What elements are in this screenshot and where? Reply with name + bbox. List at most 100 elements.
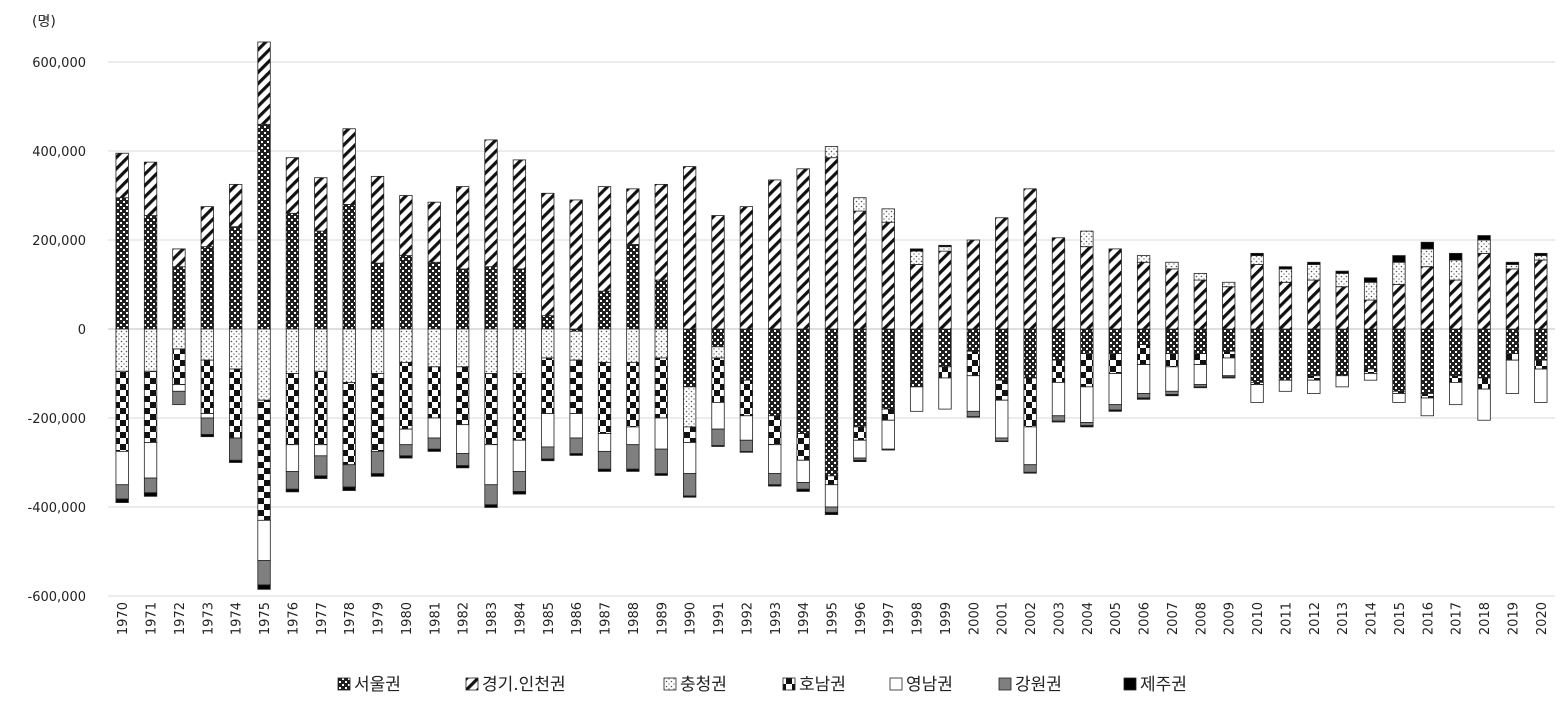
- bar-제주권-1985: [541, 458, 555, 462]
- x-tick-label-1983: 1983: [485, 602, 500, 635]
- bar-group-2019: [1505, 261, 1520, 394]
- bar-강원권-1992: [739, 439, 754, 452]
- legend-label-경기-인천권: 경기.인천권: [482, 675, 566, 695]
- bar-충청권-1989: [654, 328, 668, 359]
- bar-group-1974: [229, 183, 243, 463]
- legend-label-영남권: 영남권: [906, 675, 953, 695]
- bar-영남권-1977: [314, 444, 328, 457]
- bar-경기-인천권-1991: [711, 215, 725, 330]
- x-tick-label-2014: 2014: [1365, 602, 1380, 635]
- bar-영남권-2002: [1023, 426, 1037, 466]
- bar-제주권-1971: [143, 492, 158, 497]
- bar-서울권-1970: [115, 197, 129, 330]
- x-tick-label-2015: 2015: [1393, 602, 1408, 635]
- bar-제주권-1989: [654, 473, 668, 476]
- x-tick-label-2016: 2016: [1421, 602, 1436, 635]
- x-tick-label-2018: 2018: [1478, 602, 1493, 635]
- bar-제주권-1975: [257, 584, 271, 590]
- bar-group-2003: [1051, 237, 1066, 423]
- bar-제주권-2017: [1449, 252, 1463, 261]
- bar-영남권-1970: [115, 450, 129, 486]
- bar-호남권-2019: [1505, 353, 1520, 361]
- bar-충청권-2004: [1080, 230, 1094, 248]
- bar-경기-인천권-2017: [1449, 279, 1463, 330]
- bar-강원권-1993: [768, 473, 782, 486]
- legend-swatch-경기-인천권: [465, 677, 479, 691]
- bar-제주권-1987: [597, 468, 612, 472]
- bar-group-1990: [683, 166, 697, 498]
- bar-영남권-2005: [1108, 373, 1122, 406]
- bar-충청권-1997: [881, 208, 895, 223]
- bar-경기-인천권-1994: [796, 168, 810, 330]
- bar-영남권-2019: [1505, 359, 1520, 394]
- legend-swatch-충청권: [663, 677, 677, 691]
- bar-서울권-2001: [995, 328, 1009, 381]
- bar-충청권-2008: [1193, 272, 1207, 281]
- bar-충청권-1982: [456, 328, 470, 368]
- bar-경기-인천권-1999: [938, 250, 952, 330]
- bar-group-2000: [966, 239, 980, 418]
- bar-group-1981: [427, 201, 441, 452]
- bar-강원권-2000: [966, 410, 980, 418]
- bar-호남권-1978: [342, 381, 356, 466]
- bar-제주권-1980: [399, 455, 413, 459]
- bar-제주권-2003: [1051, 420, 1066, 423]
- bar-영남권-1997: [881, 419, 895, 450]
- bar-경기-인천권-2015: [1392, 284, 1406, 330]
- bar-서울권-1997: [881, 328, 895, 410]
- bar-영남권-2009: [1222, 357, 1236, 377]
- bar-group-1998: [909, 248, 924, 412]
- y-tick-label: 400,000: [32, 145, 86, 160]
- bar-영남권-1984: [512, 439, 527, 472]
- bar-group-1982: [456, 186, 470, 469]
- bar-경기-인천권-2011: [1278, 281, 1293, 330]
- bar-호남권-1971: [143, 370, 158, 443]
- bar-충청권-1985: [541, 328, 555, 359]
- bar-서울권-1981: [427, 261, 441, 330]
- bar-group-1993: [768, 179, 782, 487]
- legend-swatch-제주권: [1123, 677, 1137, 691]
- bar-서울권-2010: [1250, 328, 1264, 383]
- bar-영남권-2015: [1392, 393, 1406, 403]
- bar-영남권-1992: [739, 415, 754, 441]
- legend-swatch-서울권: [337, 677, 351, 691]
- bar-경기-인천권-2003: [1051, 237, 1066, 330]
- bar-호남권-2001: [995, 379, 1009, 401]
- x-tick-label-1999: 1999: [939, 602, 954, 635]
- bar-경기-인천권-2013: [1335, 286, 1349, 330]
- y-tick-label: -200,000: [28, 412, 86, 427]
- x-tick-label-1974: 1974: [230, 602, 245, 635]
- x-tick-label-1994: 1994: [797, 602, 812, 635]
- bar-경기-인천권-1976: [285, 157, 300, 214]
- bar-제주권-2013: [1335, 270, 1349, 274]
- legend-label-제주권: 제주권: [1140, 675, 1187, 695]
- bar-호남권-2012: [1307, 375, 1321, 381]
- bar-호남권-1989: [654, 357, 668, 419]
- x-tick-label-1972: 1972: [173, 602, 188, 635]
- legend-label-서울권: 서울권: [354, 675, 401, 695]
- bar-경기-인천권-1979: [370, 175, 385, 264]
- x-tick-label-1992: 1992: [740, 602, 755, 635]
- bar-호남권-2020: [1534, 359, 1548, 370]
- bar-서울권-1982: [456, 268, 470, 330]
- bar-제주권-1986: [569, 453, 583, 456]
- bar-서울권-1972: [172, 266, 186, 330]
- x-tick-label-1970: 1970: [116, 602, 131, 635]
- bar-강원권-1975: [257, 560, 271, 586]
- bar-제주권-1999: [938, 244, 952, 248]
- bar-충청권-2019: [1505, 264, 1520, 270]
- bar-호남권-1991: [711, 357, 725, 403]
- bar-제주권-2018: [1477, 235, 1491, 241]
- bar-호남권-2003: [1051, 359, 1066, 383]
- bar-제주권-2020: [1534, 252, 1548, 256]
- bar-영남권-1975: [257, 519, 271, 561]
- bar-경기-인천권-1990: [683, 166, 697, 330]
- bar-group-1975: [257, 41, 271, 590]
- bar-호남권-1997: [881, 408, 895, 421]
- bar-group-2018: [1477, 235, 1491, 421]
- bar-영남권-2012: [1307, 379, 1321, 394]
- bar-영남권-2008: [1193, 364, 1207, 386]
- bar-group-1983: [484, 139, 498, 508]
- bar-group-2013: [1335, 270, 1349, 388]
